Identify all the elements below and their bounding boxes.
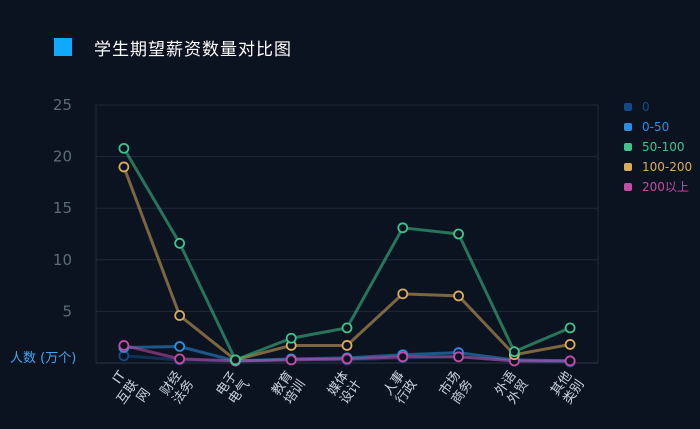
chart-legend: 0 0-50 50-100 100-200 200以上 xyxy=(624,97,692,197)
legend-swatch-icon xyxy=(624,162,632,171)
legend-label: 0-50 xyxy=(642,119,670,134)
data-point-50-100 xyxy=(285,332,297,344)
data-point-200以上 xyxy=(397,351,409,363)
data-point-50-100 xyxy=(341,322,353,334)
data-point-50-100 xyxy=(453,228,464,240)
x-tick-label: 其他类别 xyxy=(548,369,587,408)
legend-label: 100-200 xyxy=(642,159,693,174)
data-point-50-100 xyxy=(397,222,409,234)
y-tick-label: 20 xyxy=(53,148,72,166)
y-tick-label: 15 xyxy=(53,199,72,217)
data-point-0-50 xyxy=(174,341,186,352)
title-text: 学生期望薪资数量对比图 xyxy=(94,39,292,60)
legend-label: 50-100 xyxy=(642,139,685,154)
data-point-50-100 xyxy=(508,346,520,358)
y-tick-label: 5 xyxy=(62,302,72,320)
x-tick-label: 媒体设计 xyxy=(325,369,364,408)
x-tick-label: 财经法务 xyxy=(158,369,197,408)
x-tick-label: 教育培训 xyxy=(268,368,308,407)
legend-label: 0 xyxy=(642,99,650,114)
data-point-200以上 xyxy=(341,353,353,365)
data-point-200以上 xyxy=(174,353,186,365)
y-tick-label: 25 xyxy=(53,96,72,114)
x-tick-label: 外语外贸 xyxy=(492,369,531,408)
data-point-100-200 xyxy=(397,288,409,300)
legend-swatch-icon xyxy=(624,142,632,151)
data-point-50-100 xyxy=(174,237,186,249)
legend-item-200-plus[interactable]: 200以上 xyxy=(624,177,692,196)
x-tick-label: 人事行政 xyxy=(381,369,420,408)
legend-swatch-icon xyxy=(624,122,632,131)
legend-item-0[interactable]: 0 xyxy=(624,97,692,116)
data-point-200以上 xyxy=(453,351,464,363)
data-point-200以上 xyxy=(285,354,297,366)
legend-item-50-100[interactable]: 50-100 xyxy=(624,137,692,156)
data-point-50-100 xyxy=(118,142,130,154)
data-point-100-200 xyxy=(453,290,464,302)
y-axis-unit-label: 人数 (万个) xyxy=(10,351,77,366)
legend-item-100-200[interactable]: 100-200 xyxy=(624,157,692,176)
data-point-100-200 xyxy=(564,339,576,350)
y-tick-label: 10 xyxy=(53,251,72,269)
data-point-100-200 xyxy=(341,340,353,351)
data-point-200以上 xyxy=(564,355,576,367)
data-point-100-200 xyxy=(118,161,130,173)
legend-swatch-icon xyxy=(624,182,632,191)
legend-label: 200以上 xyxy=(642,180,689,194)
title-marker-icon xyxy=(54,38,72,56)
legend-item-0-50[interactable]: 0-50 xyxy=(624,117,692,136)
chart-title: 学生期望薪资数量对比图 xyxy=(54,37,292,60)
x-tick-label: IT互联网 xyxy=(102,369,154,416)
data-point-50-100 xyxy=(564,322,576,334)
data-point-100-200 xyxy=(174,310,186,321)
x-tick-label: 市场商务 xyxy=(436,368,476,407)
data-point-200以上 xyxy=(118,340,130,351)
legend-swatch-icon xyxy=(624,102,632,111)
x-tick-label: 电子电气 xyxy=(214,369,253,408)
data-point-50-100 xyxy=(230,354,241,366)
